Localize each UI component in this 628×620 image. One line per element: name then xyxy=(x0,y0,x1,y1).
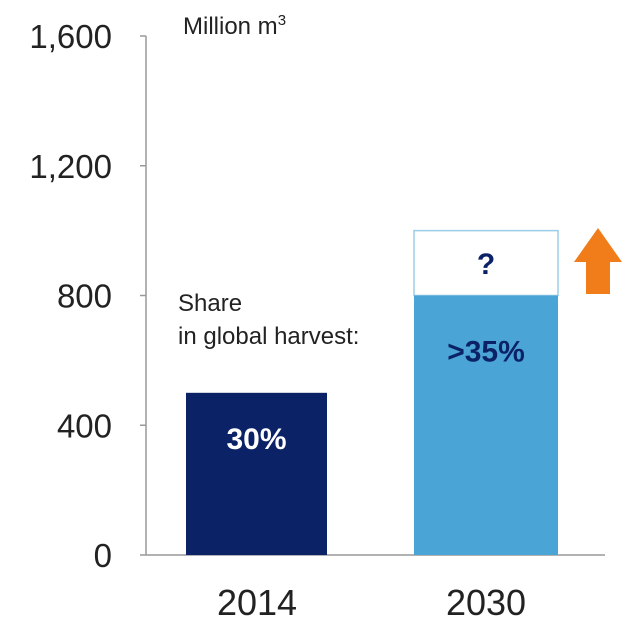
share-annotation-line-1: Share xyxy=(178,290,242,317)
x-category-label: 2030 xyxy=(446,582,526,620)
y-tick-label: 1,600 xyxy=(29,18,112,55)
y-tick-label: 800 xyxy=(57,278,112,315)
y-tick-label: 0 xyxy=(94,537,112,574)
bar-2030 xyxy=(414,295,558,555)
unit-label: Million m3 xyxy=(183,12,286,40)
share-annotation-line-2: in global harvest: xyxy=(178,323,359,350)
bar-2014 xyxy=(186,392,327,555)
y-tick-label: 400 xyxy=(57,407,112,444)
x-category-label: 2014 xyxy=(217,582,297,620)
bar-extension-label: ? xyxy=(477,248,495,281)
y-tick-label: 1,200 xyxy=(29,148,112,185)
bar-data-label: 30% xyxy=(226,423,286,456)
bar-data-label: >35% xyxy=(447,336,525,369)
up-arrow-icon xyxy=(574,228,622,294)
